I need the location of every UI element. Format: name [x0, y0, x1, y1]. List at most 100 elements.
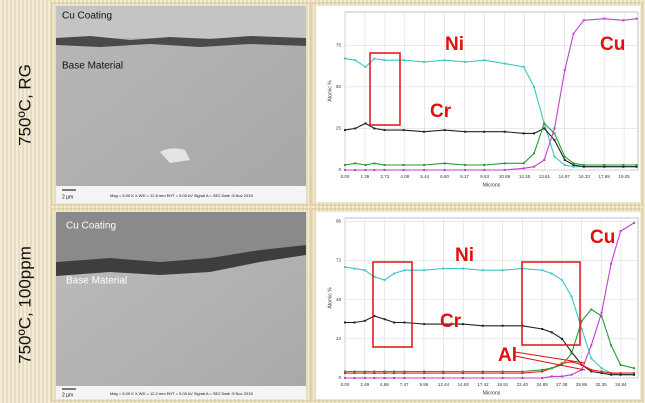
series-label: Ni [445, 34, 464, 55]
data-point [482, 377, 484, 379]
data-point [373, 169, 375, 171]
data-point [601, 370, 603, 372]
scale-bar: 2 µm [62, 392, 73, 398]
data-point [523, 162, 525, 164]
data-point [561, 279, 563, 281]
data-point [444, 59, 446, 61]
data-point [393, 377, 395, 379]
data-point [561, 338, 563, 340]
data-point [364, 269, 366, 271]
x-tick-label: 17.69 [599, 174, 611, 179]
data-point [365, 122, 367, 124]
data-point [636, 164, 638, 166]
data-point [403, 321, 405, 323]
data-point [482, 370, 484, 372]
data-point [551, 375, 553, 377]
x-tick-label: 9.53 [480, 174, 489, 179]
data-point [590, 308, 592, 310]
data-point [483, 131, 485, 133]
data-point [364, 320, 366, 322]
data-point [384, 169, 386, 171]
y-tick-label: 75 [336, 42, 342, 47]
data-point [365, 169, 367, 171]
data-point [620, 230, 622, 232]
data-point [403, 59, 405, 61]
data-point [590, 344, 592, 346]
data-point [482, 325, 484, 327]
data-point [570, 295, 572, 297]
data-point [483, 164, 485, 166]
sem-label: Base Material [66, 276, 127, 287]
data-point [533, 152, 535, 154]
data-point [373, 377, 375, 379]
x-tick-label: 0.00 [341, 174, 350, 179]
data-point [384, 377, 386, 379]
x-tick-label: 17.42 [477, 382, 489, 387]
data-point [423, 164, 425, 166]
x-axis-label: Microns [483, 182, 501, 188]
data-point [504, 63, 506, 65]
series-label: Cu [590, 227, 615, 248]
data-point [622, 19, 624, 21]
condition-label: 750ºC, 100ppm [15, 246, 34, 364]
condition-label: 750ºC, RG [15, 64, 34, 146]
y-tick-label: 50 [336, 84, 342, 89]
data-point [543, 122, 545, 124]
data-point [364, 377, 366, 379]
data-point [384, 129, 386, 131]
data-point [403, 370, 405, 372]
data-point [553, 127, 555, 129]
data-point [523, 132, 525, 134]
y-axis-label: Atomic % [327, 80, 333, 102]
data-point [541, 369, 543, 371]
data-point [561, 375, 563, 377]
data-point [504, 131, 506, 133]
x-tick-label: 14.97 [559, 174, 571, 179]
x-tick-label: 2.72 [380, 174, 389, 179]
data-point [423, 269, 425, 271]
data-point [581, 364, 583, 366]
data-point [564, 69, 566, 71]
data-point [551, 273, 553, 275]
data-point [354, 59, 356, 61]
x-tick-label: 4.98 [380, 382, 389, 387]
data-point [423, 169, 425, 171]
scale-bar: 2 µm [62, 194, 73, 200]
data-point [541, 328, 543, 330]
data-point [543, 127, 545, 129]
data-point [344, 321, 346, 323]
data-point [344, 129, 346, 131]
data-point [553, 132, 555, 134]
data-point [504, 162, 506, 164]
data-point [483, 59, 485, 61]
data-point [583, 164, 585, 166]
data-point [610, 372, 612, 374]
data-point [633, 222, 635, 224]
data-point [570, 374, 572, 376]
x-tick-label: 14.93 [458, 382, 470, 387]
data-point [504, 169, 506, 171]
y-tick-label: 96 [336, 218, 342, 223]
x-tick-label: 6.80 [440, 174, 449, 179]
sem-label: Base Material [62, 61, 123, 72]
data-point [502, 269, 504, 271]
x-tick-label: 8.17 [460, 174, 469, 179]
y-axis-label: Atomic % [327, 287, 333, 309]
data-point [354, 268, 356, 270]
data-point [483, 169, 485, 171]
data-point [636, 18, 638, 20]
data-point [603, 164, 605, 166]
data-point [403, 164, 405, 166]
series-label: Cu [600, 34, 625, 55]
data-point [601, 367, 603, 369]
data-point [393, 370, 395, 372]
data-point [551, 331, 553, 333]
plot-area [345, 12, 638, 170]
data-point [601, 315, 603, 317]
data-point [551, 367, 553, 369]
x-tick-label: 1.36 [361, 174, 370, 179]
data-point [603, 18, 605, 20]
data-point [344, 266, 346, 268]
x-tick-label: 34.84 [615, 382, 627, 387]
data-point [622, 164, 624, 166]
